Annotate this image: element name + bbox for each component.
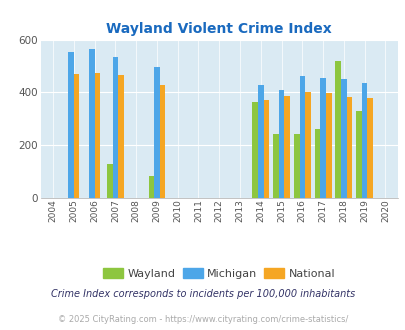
Bar bbox=[340, 79, 346, 198]
Text: Crime Index corresponds to incidents per 100,000 inhabitants: Crime Index corresponds to incidents per… bbox=[51, 289, 354, 299]
Bar bbox=[148, 176, 154, 198]
Bar bbox=[252, 102, 257, 198]
Bar bbox=[118, 75, 124, 198]
Bar bbox=[367, 98, 372, 198]
Bar bbox=[361, 83, 367, 198]
Bar bbox=[293, 134, 299, 198]
Bar bbox=[299, 76, 305, 198]
Bar bbox=[284, 96, 289, 198]
Bar bbox=[94, 73, 100, 198]
Bar bbox=[257, 85, 263, 198]
Bar bbox=[112, 57, 118, 198]
Bar bbox=[278, 90, 284, 198]
Bar bbox=[346, 97, 352, 198]
Legend: Wayland, Michigan, National: Wayland, Michigan, National bbox=[99, 264, 339, 283]
Bar bbox=[263, 100, 269, 198]
Bar bbox=[335, 61, 340, 198]
Bar bbox=[305, 92, 310, 198]
Bar bbox=[273, 134, 278, 198]
Bar bbox=[320, 78, 325, 198]
Bar bbox=[74, 74, 79, 198]
Bar bbox=[355, 111, 361, 198]
Bar bbox=[68, 52, 74, 198]
Title: Wayland Violent Crime Index: Wayland Violent Crime Index bbox=[106, 22, 331, 36]
Bar bbox=[89, 49, 94, 198]
Text: © 2025 CityRating.com - https://www.cityrating.com/crime-statistics/: © 2025 CityRating.com - https://www.city… bbox=[58, 315, 347, 324]
Bar bbox=[107, 164, 112, 198]
Bar bbox=[325, 93, 331, 198]
Bar bbox=[159, 85, 165, 198]
Bar bbox=[154, 67, 159, 198]
Bar bbox=[314, 129, 320, 198]
